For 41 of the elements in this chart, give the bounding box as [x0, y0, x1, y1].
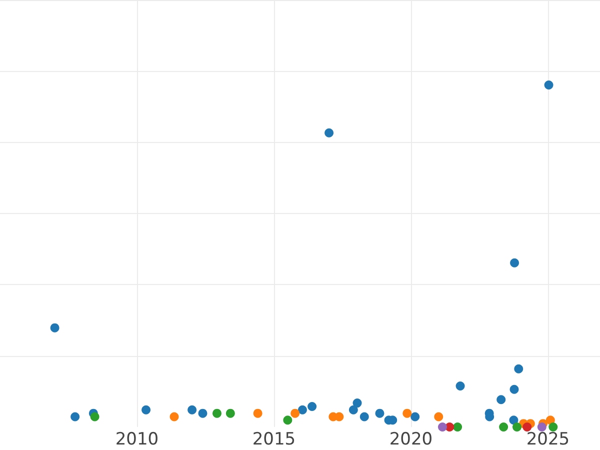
- point: [188, 405, 197, 414]
- point: [434, 412, 444, 422]
- x-tick-label: 2020: [389, 430, 433, 450]
- point: [375, 408, 384, 418]
- point: [410, 412, 420, 422]
- point: [453, 422, 462, 432]
- point: [212, 408, 222, 418]
- point: [514, 364, 524, 374]
- point: [537, 422, 546, 432]
- point: [499, 422, 508, 432]
- point: [253, 408, 262, 418]
- point: [308, 402, 317, 411]
- point: [170, 412, 179, 422]
- point: [283, 416, 292, 425]
- point: [509, 416, 518, 425]
- point: [90, 412, 100, 422]
- point: [348, 405, 358, 414]
- point: [456, 381, 465, 390]
- point: [360, 412, 369, 422]
- point: [548, 422, 558, 432]
- point: [512, 422, 522, 432]
- point: [298, 405, 307, 414]
- x-tick-label: 2015: [252, 430, 296, 450]
- point: [198, 408, 208, 418]
- point: [544, 80, 554, 90]
- point: [496, 395, 506, 404]
- point: [50, 323, 60, 332]
- point: [226, 408, 235, 418]
- point: [402, 408, 412, 418]
- point: [142, 405, 151, 414]
- point: [324, 128, 334, 138]
- point: [438, 422, 447, 432]
- x-tick-label: 2025: [526, 430, 570, 450]
- point: [546, 416, 555, 425]
- point: [70, 412, 80, 422]
- point: [290, 408, 300, 418]
- x-tick-label: 2010: [115, 430, 159, 450]
- point: [352, 398, 362, 408]
- point: [510, 258, 520, 268]
- point: [522, 422, 532, 432]
- point: [510, 384, 519, 394]
